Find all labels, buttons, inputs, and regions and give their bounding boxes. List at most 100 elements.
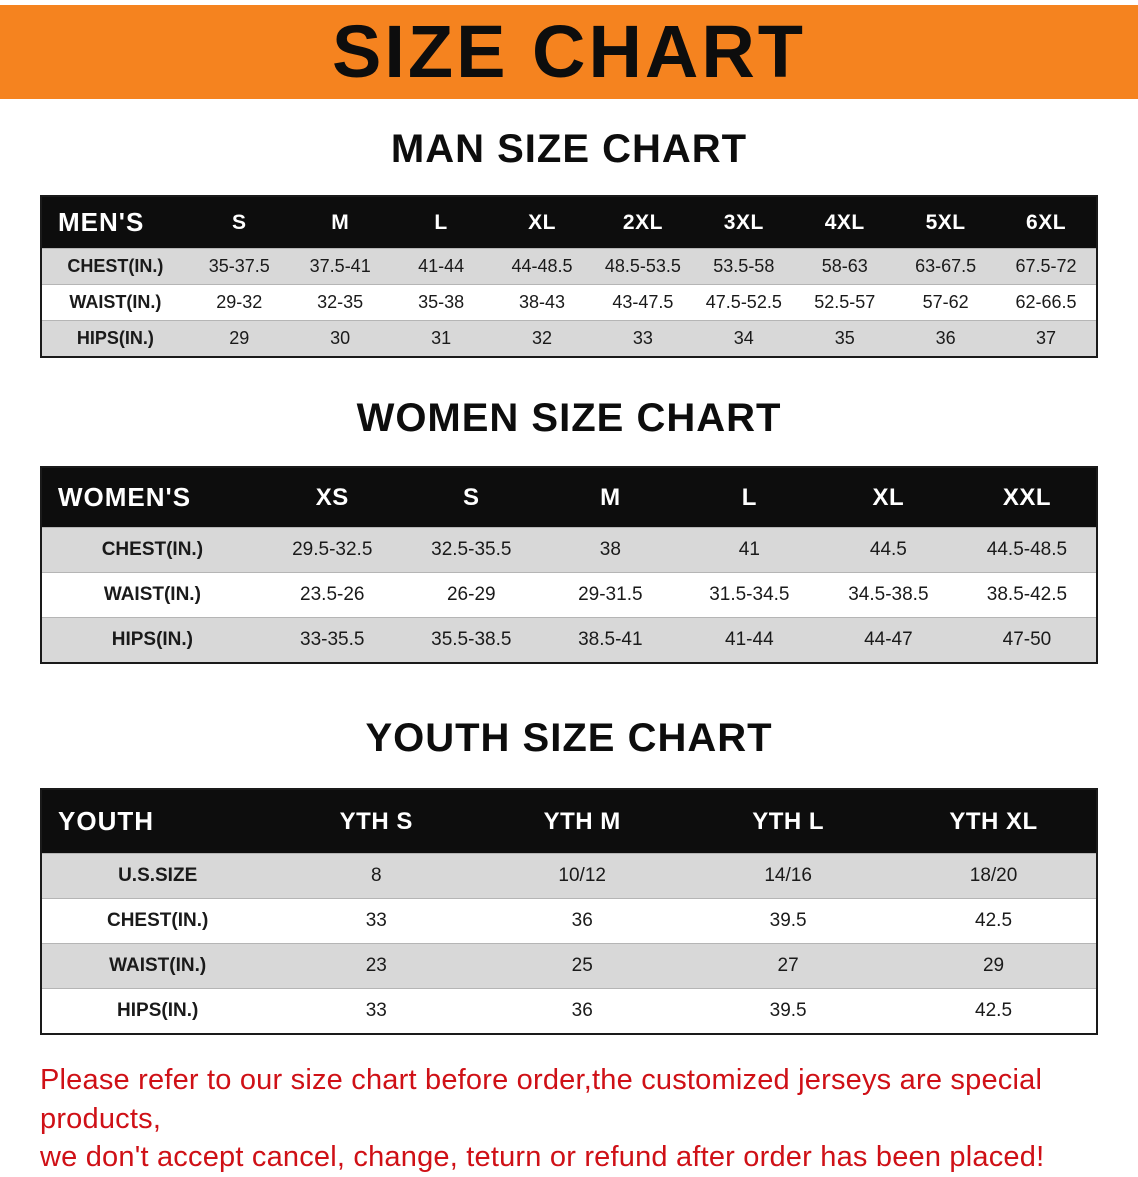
value-cell: 30 — [289, 320, 391, 357]
value-cell: 18/20 — [891, 853, 1097, 899]
value-cell: 57-62 — [895, 284, 997, 321]
size-header-cell: S — [401, 467, 541, 528]
size-header-cell: L — [679, 467, 819, 528]
row-label-cell: HIPS(IN.) — [41, 320, 189, 357]
value-cell: 44.5 — [818, 527, 958, 573]
table-row: WAIST(IN.) 29-32 32-35 35-38 38-43 43-47.5 47.… — [41, 284, 1097, 321]
value-cell: 29.5-32.5 — [262, 527, 402, 573]
table-row: CHEST(IN.) 29.5-32.5 32.5-35.5 38 41 44.5 44.5… — [41, 527, 1097, 573]
value-cell: 63-67.5 — [895, 248, 997, 285]
size-header-cell: XXL — [957, 467, 1097, 528]
table-row: U.S.SIZE 8 10/12 14/16 18/20 — [41, 853, 1097, 899]
table-row: CHEST(IN.) 35-37.5 37.5-41 41-44 44-48.5 48.5… — [41, 248, 1097, 285]
value-cell: 48.5-53.5 — [592, 248, 694, 285]
size-header-cell: 4XL — [794, 196, 896, 249]
value-cell: 8 — [273, 853, 480, 899]
size-chart-banner: SIZE CHART — [0, 5, 1138, 99]
value-cell: 35-37.5 — [188, 248, 290, 285]
value-cell: 31 — [390, 320, 492, 357]
value-cell: 38 — [540, 527, 680, 573]
disclaimer-text: Please refer to our size chart before or… — [40, 1061, 1100, 1177]
value-cell: 23 — [273, 943, 480, 989]
value-cell: 29-32 — [188, 284, 290, 321]
value-cell: 34 — [693, 320, 795, 357]
disclaimer-line-1: Please refer to our size chart before or… — [40, 1064, 1043, 1135]
value-cell: 33 — [592, 320, 694, 357]
table-header-row: MEN'S S M L XL 2XL 3XL 4XL 5XL 6XL — [41, 196, 1097, 249]
value-cell: 47-50 — [957, 617, 1097, 663]
value-cell: 35.5-38.5 — [401, 617, 541, 663]
value-cell: 35-38 — [390, 284, 492, 321]
value-cell: 41 — [679, 527, 819, 573]
value-cell: 44-48.5 — [491, 248, 593, 285]
banner-title: SIZE CHART — [332, 10, 806, 93]
row-label-cell: WAIST(IN.) — [41, 943, 274, 989]
value-cell: 38.5-41 — [540, 617, 680, 663]
row-label-cell: U.S.SIZE — [41, 853, 274, 899]
size-header-cell: 2XL — [592, 196, 694, 249]
value-cell: 37.5-41 — [289, 248, 391, 285]
size-table: YOUTH YTH S YTH M YTH L YTH XL U.S.SIZE 8 10/12… — [40, 788, 1098, 1035]
youth-section-heading: YOUTH SIZE CHART — [365, 716, 773, 760]
value-cell: 41-44 — [390, 248, 492, 285]
value-cell: 27 — [685, 943, 892, 989]
value-cell: 34.5-38.5 — [818, 572, 958, 618]
row-label-cell: CHEST(IN.) — [41, 248, 189, 285]
value-cell: 43-47.5 — [592, 284, 694, 321]
row-label-cell: HIPS(IN.) — [41, 617, 263, 663]
size-header-cell: 6XL — [996, 196, 1097, 249]
value-cell: 36 — [895, 320, 997, 357]
table-row: CHEST(IN.) 33 36 39.5 42.5 — [41, 898, 1097, 944]
value-cell: 42.5 — [891, 898, 1097, 944]
men-size-table: MEN'S S M L XL 2XL 3XL 4XL 5XL 6XL CHEST(IN.) 35-37… — [40, 195, 1098, 358]
value-cell: 67.5-72 — [996, 248, 1097, 285]
value-cell: 47.5-52.5 — [693, 284, 795, 321]
size-header-cell: M — [289, 196, 391, 249]
value-cell: 32.5-35.5 — [401, 527, 541, 573]
value-cell: 44.5-48.5 — [957, 527, 1097, 573]
size-header-cell: XS — [262, 467, 402, 528]
value-cell: 29 — [188, 320, 290, 357]
table-title-cell: MEN'S — [41, 196, 189, 249]
value-cell: 42.5 — [891, 988, 1097, 1034]
row-label-cell: WAIST(IN.) — [41, 284, 189, 321]
table-row: HIPS(IN.) 29 30 31 32 33 34 35 36 37 — [41, 320, 1097, 357]
women-size-table: WOMEN'S XS S M L XL XXL CHEST(IN.) 29.5-32.5 32.5… — [40, 466, 1098, 664]
value-cell: 33 — [273, 988, 480, 1034]
value-cell: 25 — [479, 943, 686, 989]
value-cell: 23.5-26 — [262, 572, 402, 618]
size-header-cell: YTH S — [273, 789, 480, 854]
value-cell: 37 — [996, 320, 1097, 357]
size-header-cell: YTH M — [479, 789, 686, 854]
value-cell: 31.5-34.5 — [679, 572, 819, 618]
size-header-cell: M — [540, 467, 680, 528]
table-header-row: YOUTH YTH S YTH M YTH L YTH XL — [41, 789, 1097, 854]
value-cell: 26-29 — [401, 572, 541, 618]
table-row: HIPS(IN.) 33 36 39.5 42.5 — [41, 988, 1097, 1034]
size-table: WOMEN'S XS S M L XL XXL CHEST(IN.) 29.5-32.5 32.5… — [40, 466, 1098, 664]
value-cell: 33-35.5 — [262, 617, 402, 663]
row-label-cell: HIPS(IN.) — [41, 988, 274, 1034]
value-cell: 41-44 — [679, 617, 819, 663]
size-header-cell: 3XL — [693, 196, 795, 249]
men-section-heading: MAN SIZE CHART — [390, 127, 748, 171]
value-cell: 36 — [479, 898, 686, 944]
value-cell: 39.5 — [685, 988, 892, 1034]
women-section-heading: WOMEN SIZE CHART — [356, 396, 782, 440]
youth-size-table: YOUTH YTH S YTH M YTH L YTH XL U.S.SIZE 8 10/12… — [40, 788, 1098, 1035]
size-header-cell: XL — [491, 196, 593, 249]
table-title-cell: YOUTH — [41, 789, 274, 854]
value-cell: 38-43 — [491, 284, 593, 321]
disclaimer-line-2: we don't accept cancel, change, teturn o… — [40, 1141, 1045, 1174]
value-cell: 32-35 — [289, 284, 391, 321]
value-cell: 58-63 — [794, 248, 896, 285]
table-header-row: WOMEN'S XS S M L XL XXL — [41, 467, 1097, 528]
table-row: WAIST(IN.) 23 25 27 29 — [41, 943, 1097, 989]
size-header-cell: XL — [818, 467, 958, 528]
value-cell: 14/16 — [685, 853, 892, 899]
size-header-cell: 5XL — [895, 196, 997, 249]
value-cell: 44-47 — [818, 617, 958, 663]
value-cell: 53.5-58 — [693, 248, 795, 285]
value-cell: 62-66.5 — [996, 284, 1097, 321]
table-row: WAIST(IN.) 23.5-26 26-29 29-31.5 31.5-34.5 34… — [41, 572, 1097, 618]
